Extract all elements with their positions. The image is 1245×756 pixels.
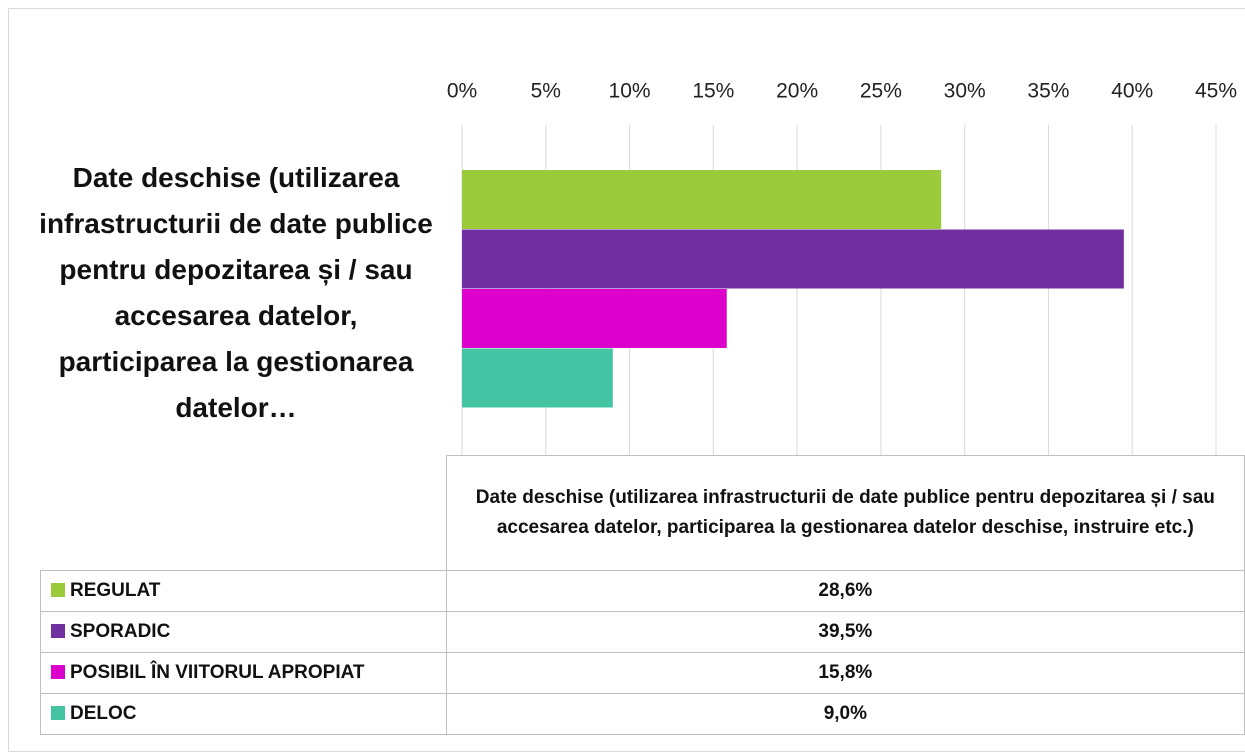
table-row: DELOC 9,0% <box>40 693 1245 735</box>
x-tick-label: 35% <box>1027 80 1069 103</box>
legend-label: SPORADIC <box>70 621 171 642</box>
table-row: SPORADIC 39,5% <box>40 611 1245 653</box>
value-cell: 28,6% <box>445 570 1245 612</box>
bar <box>462 170 942 229</box>
x-tick-label: 25% <box>860 80 902 103</box>
data-table: Date deschise (utilizarea infrastructuri… <box>40 455 1245 735</box>
x-tick-label: 30% <box>944 80 986 103</box>
x-tick-label: 45% <box>1195 80 1237 103</box>
legend-key <box>51 583 65 597</box>
bar <box>462 229 1124 289</box>
x-tick-label: 10% <box>609 80 651 103</box>
legend-cell: SPORADIC <box>40 611 447 653</box>
legend-cell: REGULAT <box>40 570 447 612</box>
x-tick-label: 5% <box>531 80 561 103</box>
table-row: POSIBIL ÎN VIITORUL APROPIAT 15,8% <box>40 652 1245 694</box>
table-row: REGULAT 28,6% <box>40 570 1245 612</box>
x-tick-label: 40% <box>1111 80 1153 103</box>
x-tick-label: 20% <box>776 80 818 103</box>
table-header: Date deschise (utilizarea infrastructuri… <box>445 455 1245 571</box>
category-label: Date deschise (utilizarea infrastructuri… <box>39 161 433 423</box>
x-tick-label: 15% <box>692 80 734 103</box>
legend-label: DELOC <box>70 703 137 724</box>
bar <box>462 289 727 348</box>
legend-cell: POSIBIL ÎN VIITORUL APROPIAT <box>40 652 447 694</box>
bar <box>462 348 613 408</box>
table-corner <box>40 455 447 571</box>
legend-label: REGULAT <box>70 580 161 601</box>
legend-key <box>51 706 65 720</box>
chart-border <box>8 8 1245 752</box>
value-cell: 39,5% <box>445 611 1245 653</box>
legend-label: POSIBIL ÎN VIITORUL APROPIAT <box>70 662 365 683</box>
legend-key <box>51 665 65 679</box>
x-tick-label: 0% <box>447 80 477 103</box>
legend-key <box>51 624 65 638</box>
value-cell: 15,8% <box>445 652 1245 694</box>
value-cell: 9,0% <box>445 693 1245 735</box>
legend-cell: DELOC <box>40 693 447 735</box>
